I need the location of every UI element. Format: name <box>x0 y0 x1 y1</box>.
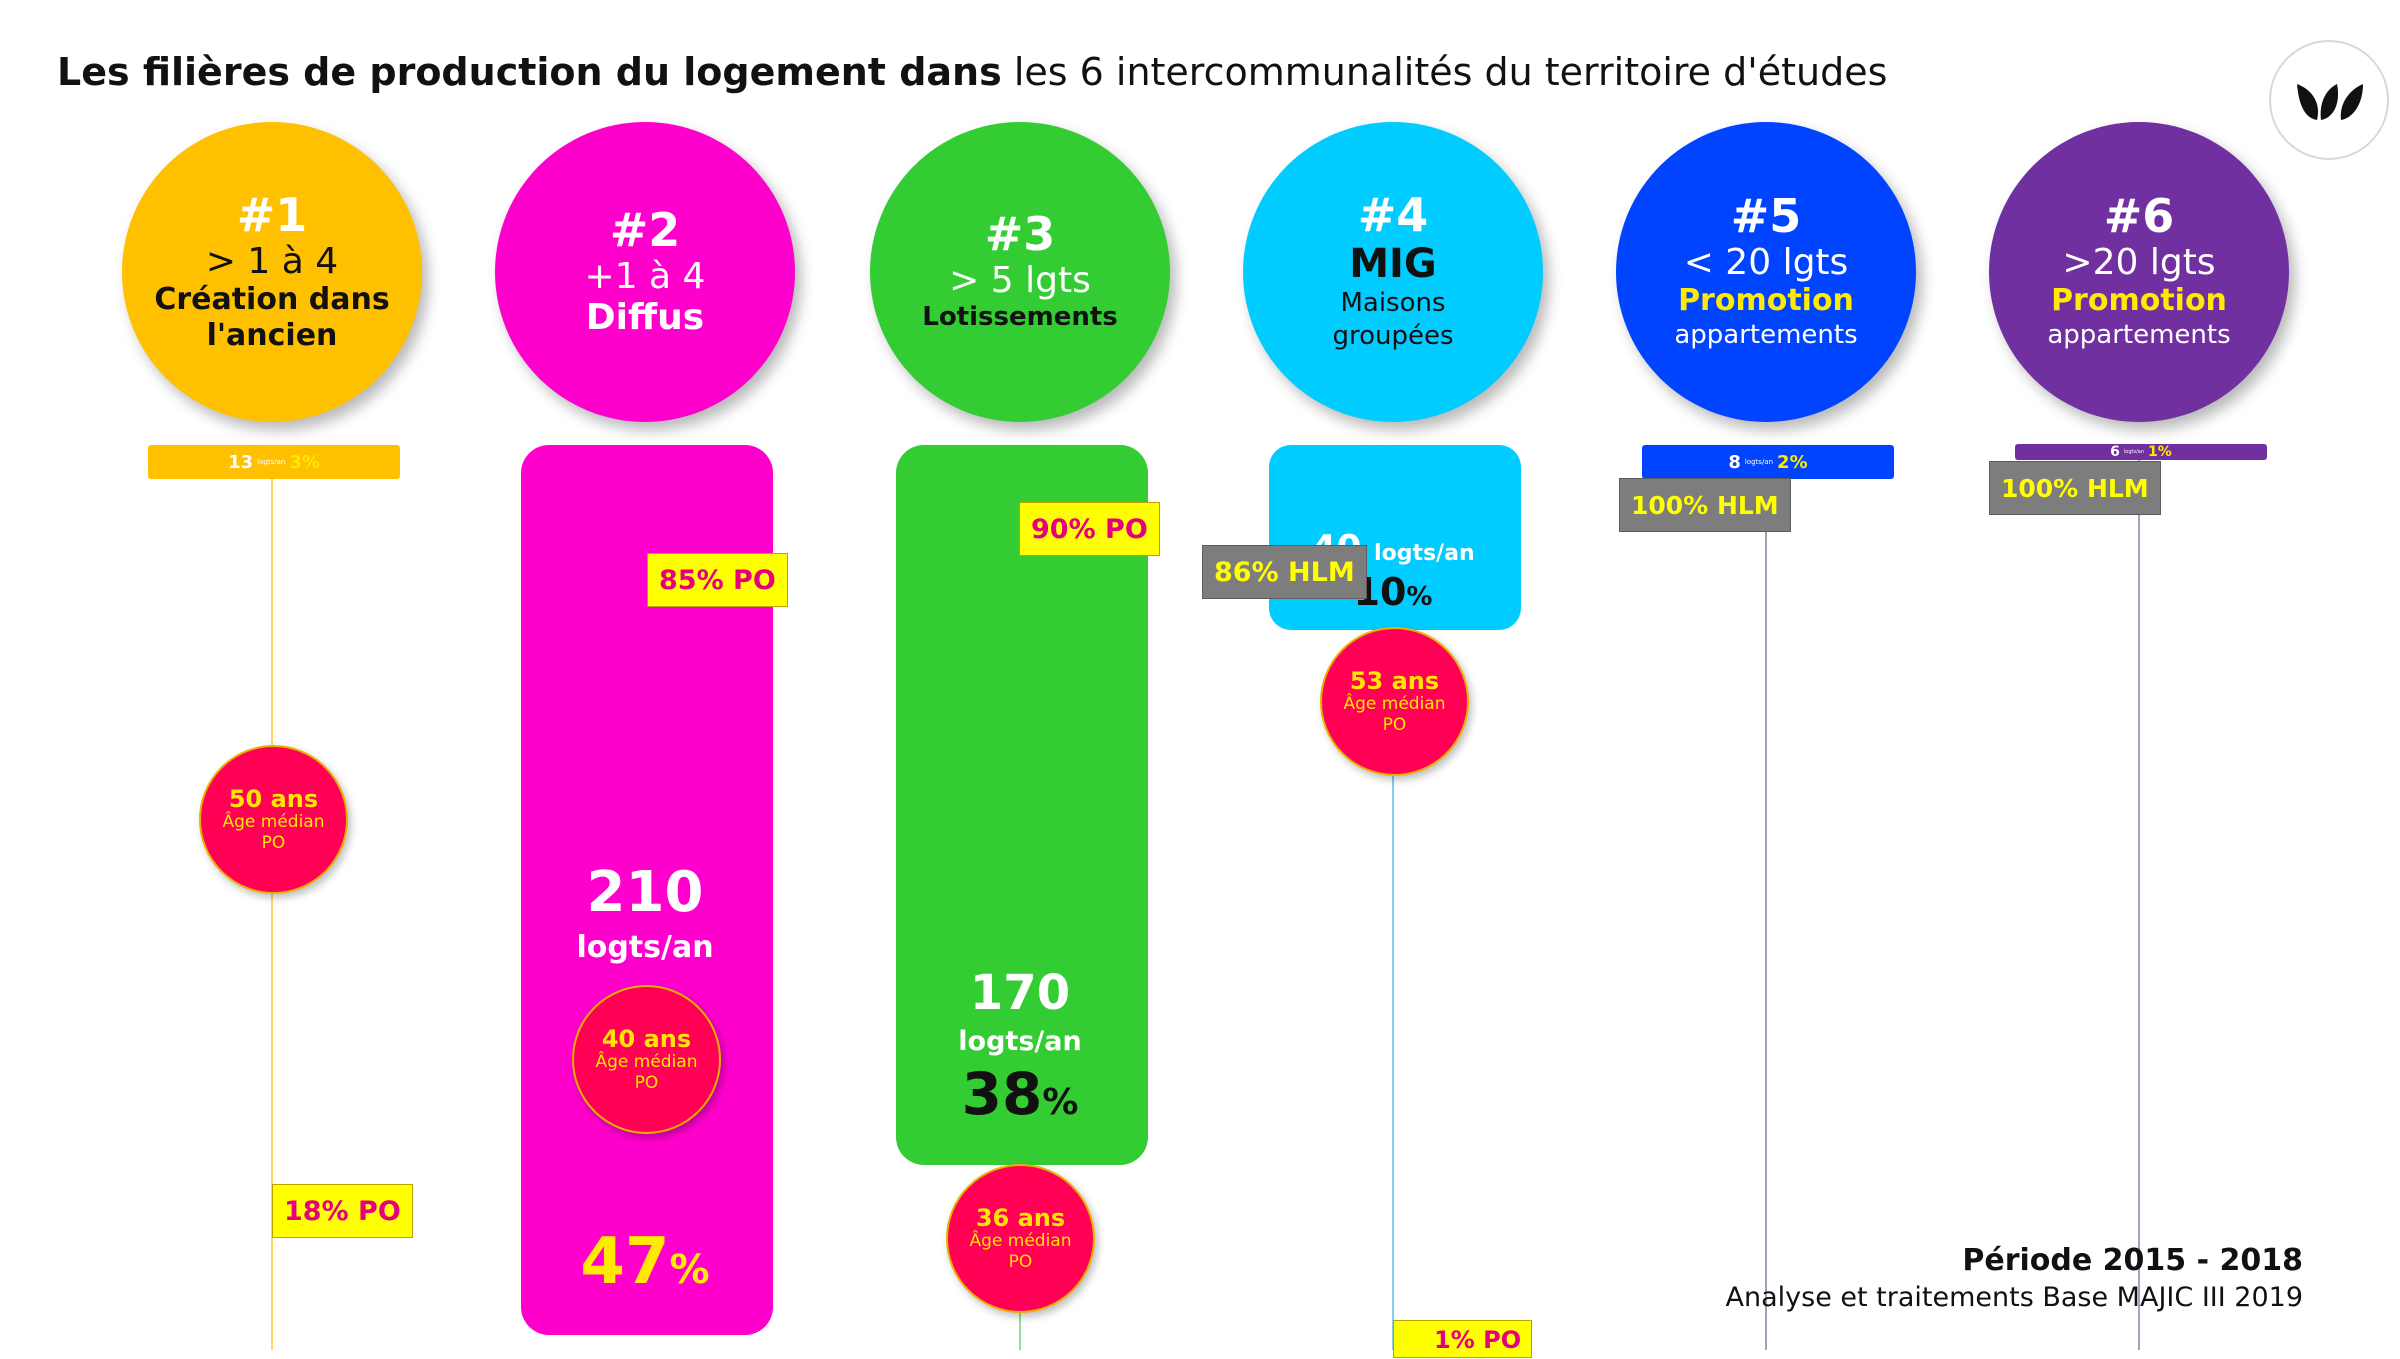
volume-value: 170 <box>969 965 1071 1021</box>
age-suffix: PO <box>1382 714 1407 735</box>
filiere-label-2: groupées <box>1332 321 1454 352</box>
percent-sign: % <box>1042 1082 1079 1123</box>
volume-unit: logts/an <box>2123 449 2145 455</box>
tenure-tag-2: 1% PO <box>1393 1320 1533 1358</box>
volume-value: 210 <box>586 860 704 925</box>
page-title: Les filières de production du logement d… <box>57 50 1887 94</box>
filiere-label-2: appartements <box>1674 320 1858 351</box>
filiere-6-circle: #6 >20 lgts Promotion appartements <box>1989 122 2289 422</box>
filiere-1: #1 > 1 à 4 Création dans l'ancien 13 log… <box>122 0 422 1350</box>
tenure-tag: 100% HLM <box>1619 478 1791 532</box>
filiere-4: #4 MIG Maisons groupées 40 logts/an 10% … <box>1202 0 1543 1358</box>
filiere-label: Lotissements <box>922 302 1118 333</box>
filiere-label-2: appartements <box>2047 320 2231 351</box>
filiere-6: #6 >20 lgts Promotion appartements 6 log… <box>1989 0 2289 1350</box>
filiere-label: Promotion <box>1678 283 1854 319</box>
filiere-size: > 1 à 4 <box>205 240 339 282</box>
filiere-number: #2 <box>609 203 681 258</box>
share-value: 3 <box>289 451 302 473</box>
percent-sign: % <box>669 1247 710 1293</box>
age-value: 53 ans <box>1349 666 1440 695</box>
percent-sign: % <box>1406 582 1433 612</box>
percent-sign: % <box>1789 451 1808 473</box>
filiere-label-2: l'ancien <box>206 317 338 353</box>
age-circle: 36 ans Âge médian PO <box>946 1164 1095 1313</box>
filiere-2: #2 +1 à 4 Diffus 210 logts/an 47% 40 ans… <box>495 0 795 1350</box>
filiere-label: Création dans <box>154 281 390 317</box>
filiere-number: #6 <box>2103 189 2175 244</box>
three-leaf-logo-icon <box>2297 84 2363 120</box>
tenure-tag: 86% HLM <box>1202 545 1367 599</box>
volume-unit: logts/an <box>1744 458 1774 466</box>
filiere-5-circle: #5 < 20 lgts Promotion appartements <box>1616 122 1916 422</box>
filiere-size: < 20 lgts <box>1683 241 1849 283</box>
volume-bar: 8 logts/an 2% <box>1642 445 1894 479</box>
filiere-size: >20 lgts <box>2062 241 2216 283</box>
age-circle: 53 ans Âge médian PO <box>1320 627 1469 776</box>
volume-value: 8 <box>1728 451 1741 473</box>
filiere-label: Diffus <box>585 297 705 339</box>
share-value: 2 <box>1777 451 1790 473</box>
age-value: 36 ans <box>975 1203 1066 1232</box>
connector-line <box>271 470 273 1350</box>
volume-unit: logts/an <box>1374 541 1475 566</box>
age-label: Âge médian <box>1343 694 1446 715</box>
tenure-tag: 85% PO <box>647 553 788 607</box>
source-label: Analyse et traitements Base MAJIC III 20… <box>1725 1282 2303 1313</box>
share-row: 47% <box>495 1225 795 1299</box>
share-value: 38 <box>961 1060 1043 1128</box>
filiere-number: #1 <box>236 188 308 242</box>
connector-line <box>2138 460 2140 1350</box>
filiere-label: Maisons <box>1340 287 1446 318</box>
volume-value: 6 <box>2110 444 2120 460</box>
age-label: Âge médian <box>969 1231 1072 1252</box>
footer: Période 2015 - 2018 Analyse et traitemen… <box>1726 1243 2303 1313</box>
tenure-tag: 18% PO <box>272 1184 413 1238</box>
volume-value: 13 <box>228 451 254 473</box>
title-rest: les 6 intercommunalités du territoire d'… <box>1013 50 1888 94</box>
tenure-tag: 90% PO <box>1019 502 1160 556</box>
share-row: 38% <box>870 1060 1170 1128</box>
age-value: 40 ans <box>601 1024 692 1053</box>
volume-bar: 13 logts/an 3% <box>148 445 400 479</box>
connector-line <box>1392 760 1394 1350</box>
filiere-3-circle: #3 > 5 lgts Lotissements <box>870 122 1170 422</box>
age-suffix: PO <box>1008 1251 1033 1272</box>
share-value: 47 <box>580 1225 670 1299</box>
filiere-size: MIG <box>1349 240 1437 287</box>
age-circle: 40 ans Âge médian PO <box>572 985 721 1134</box>
title-bold: Les filières de production du logement d… <box>57 50 1002 94</box>
volume-bar <box>896 445 1148 1165</box>
filiere-1-circle: #1 > 1 à 4 Création dans l'ancien <box>122 122 422 422</box>
period-label: Période 2015 - 2018 <box>1962 1243 2303 1278</box>
age-suffix: PO <box>261 832 286 853</box>
volume-unit: logts/an <box>576 930 714 965</box>
filiere-size: > 5 lgts <box>949 259 1091 301</box>
volume-unit: logts/an <box>257 458 286 466</box>
filiere-number: #5 <box>1730 189 1802 244</box>
filiere-label: Promotion <box>2051 283 2227 319</box>
filiere-5: #5 < 20 lgts Promotion appartements 8 lo… <box>1616 0 1916 1350</box>
filiere-number: #3 <box>984 207 1056 262</box>
filiere-4-circle: #4 MIG Maisons groupées <box>1243 122 1543 422</box>
volume-bar <box>1269 445 1521 630</box>
filiere-size: +1 à 4 <box>584 255 706 297</box>
share-value: 1 <box>2148 444 2158 460</box>
age-circle: 50 ans Âge médian PO <box>199 745 348 894</box>
percent-sign: % <box>301 451 320 473</box>
age-suffix: PO <box>634 1072 659 1093</box>
filiere-number: #4 <box>1357 187 1429 242</box>
filiere-3: #3 > 5 lgts Lotissements 170 logts/an 38… <box>870 0 1170 1350</box>
logo <box>2269 40 2389 160</box>
age-label: Âge médian <box>595 1052 698 1073</box>
age-value: 50 ans <box>228 784 319 813</box>
volume-bar: 6 logts/an 1% <box>2015 444 2267 460</box>
age-label: Âge médian <box>222 812 325 833</box>
percent-sign: % <box>2157 444 2172 460</box>
connector-line <box>1765 480 1767 1350</box>
tenure-tag: 100% HLM <box>1989 461 2161 515</box>
volume-unit: logts/an <box>958 1026 1082 1057</box>
filiere-2-circle: #2 +1 à 4 Diffus <box>495 122 795 422</box>
